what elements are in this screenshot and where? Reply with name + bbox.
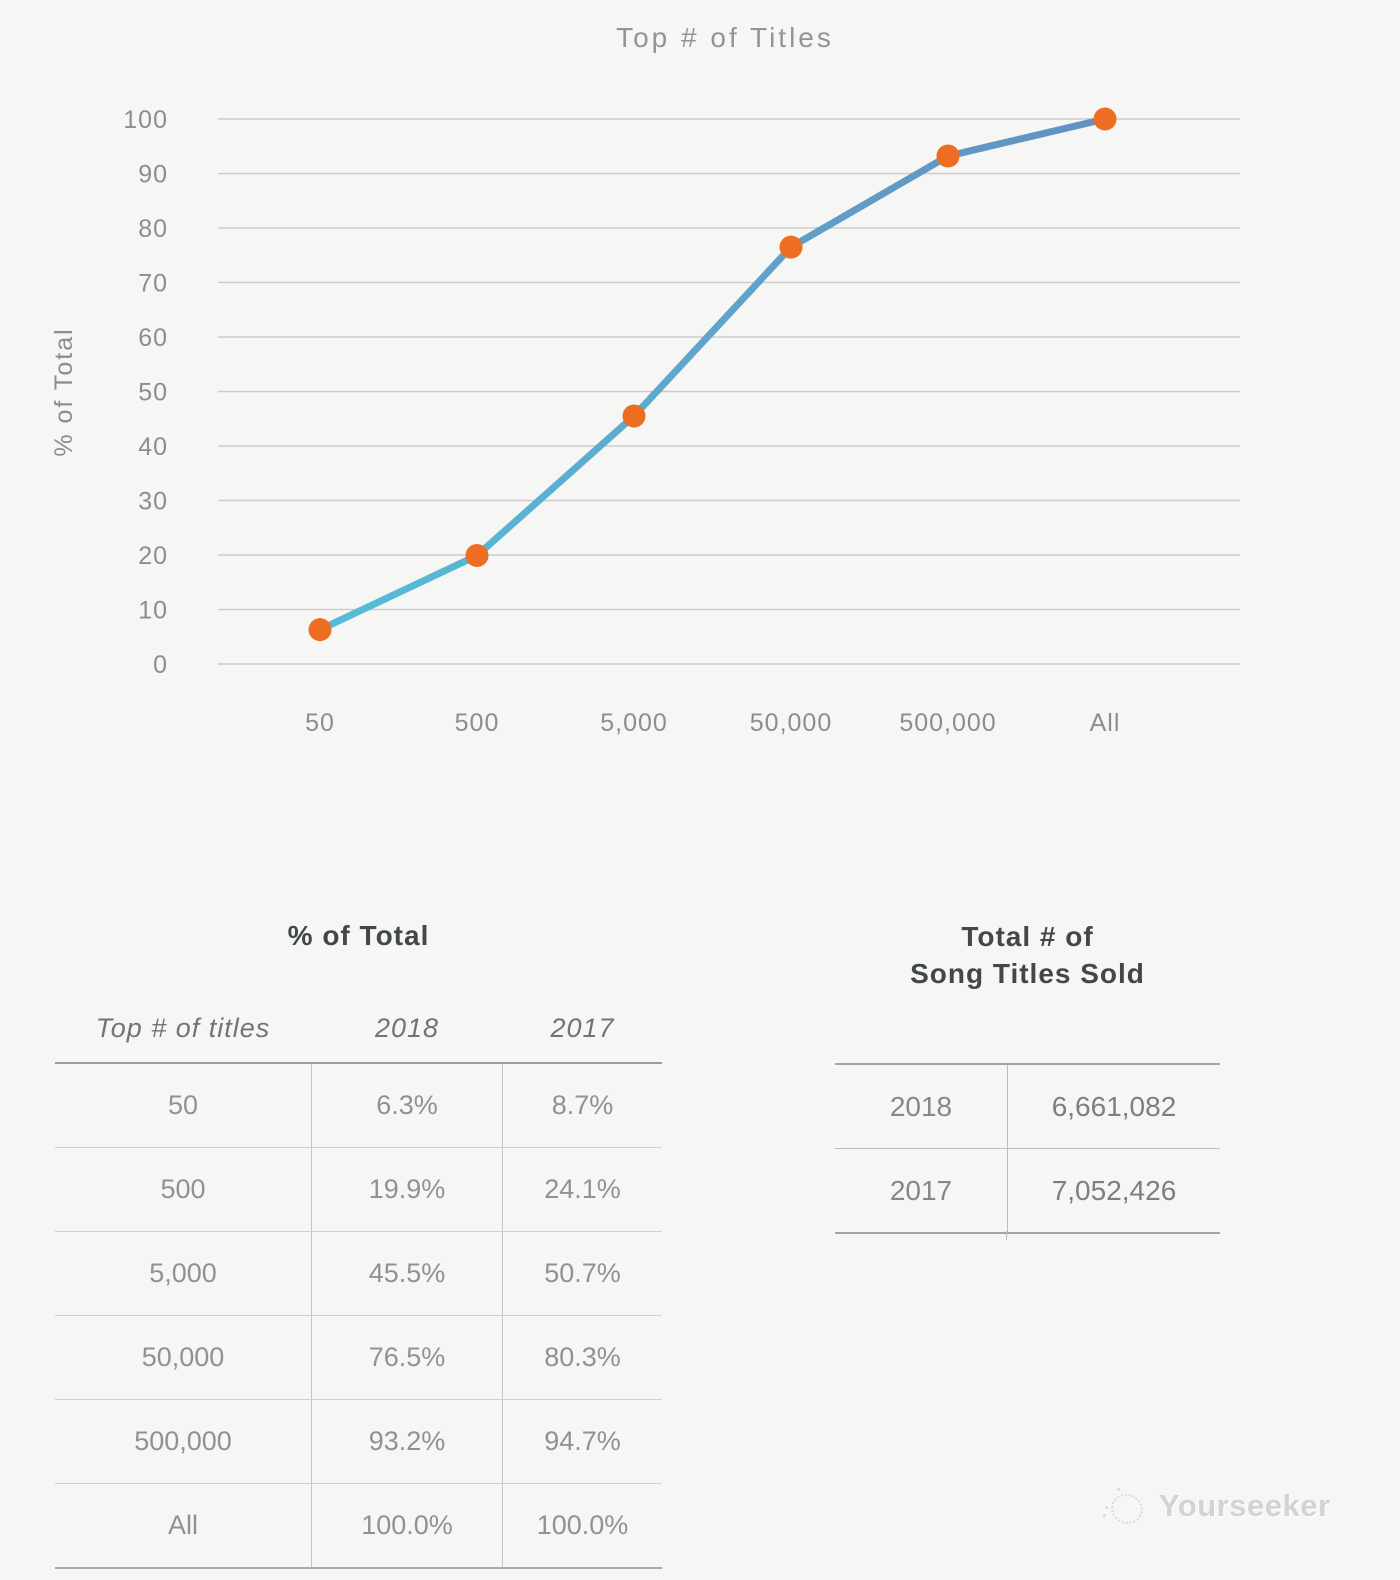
x-tick-label: All xyxy=(1090,709,1121,737)
y-tick-label: 60 xyxy=(138,324,168,352)
series-layer xyxy=(308,107,1117,642)
y-axis-title: % of Total xyxy=(50,327,78,456)
table-row: 2017 7,052,426 xyxy=(835,1149,1220,1232)
table-divider xyxy=(1006,1231,1007,1240)
value-2018: 6.3% xyxy=(311,1064,503,1147)
y-tick-label: 80 xyxy=(138,215,168,243)
data-point xyxy=(936,144,960,168)
table-row: 500,000 93.2% 94.7% xyxy=(55,1400,662,1484)
y-tick-label: 20 xyxy=(138,542,168,570)
x-tick-label: 500,000 xyxy=(899,709,996,737)
row-label: 5,000 xyxy=(149,1258,217,1288)
value-2018: 45.5% xyxy=(311,1232,503,1315)
value-2018: 76.5% xyxy=(311,1316,503,1399)
row-label: 500 xyxy=(160,1174,206,1204)
data-point xyxy=(308,618,332,642)
table-row: 500 19.9% 24.1% xyxy=(55,1148,662,1232)
data-point xyxy=(779,235,803,259)
year-label: 2018 xyxy=(889,1090,953,1122)
table-row: 50 6.3% 8.7% xyxy=(55,1064,662,1148)
value-2017: 50.7% xyxy=(544,1258,621,1288)
gridlines-layer xyxy=(218,118,1240,665)
titles-sold-value: 6,661,082 xyxy=(1007,1065,1220,1148)
trend-line xyxy=(316,115,1109,634)
yourseeker-logo-icon xyxy=(1103,1484,1148,1529)
totals-table-title: Total # of Song Titles Sold xyxy=(835,918,1220,992)
y-tick-label: 40 xyxy=(138,433,168,461)
table-row: 5,000 45.5% 50.7% xyxy=(55,1232,662,1316)
watermark-label: Yourseeker xyxy=(1159,1488,1331,1523)
x-tick-label: 50 xyxy=(305,709,335,737)
value-2017: 24.1% xyxy=(544,1174,621,1204)
pct-col-header-2018: 2018 xyxy=(374,1012,440,1043)
x-tick-label: 50,000 xyxy=(750,709,832,737)
pct-table-title: % of Total xyxy=(287,920,430,951)
table-row: 50,000 76.5% 80.3% xyxy=(55,1316,662,1400)
value-2017: 100.0% xyxy=(536,1510,629,1540)
pct-table-header: Top # of titles 2018 2017 xyxy=(55,996,662,1060)
table-row: All 100.0% 100.0% xyxy=(55,1484,662,1567)
value-2018: 100.0% xyxy=(311,1484,503,1567)
row-label: All xyxy=(167,1510,198,1540)
value-2017: 80.3% xyxy=(544,1342,621,1372)
data-point xyxy=(622,404,646,428)
y-tick-label: 70 xyxy=(138,270,168,298)
axis-labels-layer: 0 10 20 30 40 50 60 70 80 90 100 50 500 5,000 50,000 50… xyxy=(123,106,1121,737)
x-tick-label: 500 xyxy=(455,709,500,737)
y-tick-label: 30 xyxy=(138,488,168,516)
totals-table: 2018 6,661,082 2017 7,052,426 xyxy=(835,1063,1220,1234)
pct-table: 50 6.3% 8.7% 500 19.9% 24.1% 5,000 45.5%… xyxy=(55,1062,662,1569)
y-tick-label: 50 xyxy=(138,379,168,407)
titles-sold-value: 7,052,426 xyxy=(1007,1149,1220,1232)
row-label: 50,000 xyxy=(141,1342,225,1372)
value-2018: 19.9% xyxy=(311,1148,503,1231)
pct-col-header-2017: 2017 xyxy=(550,1012,615,1043)
totals-title-line2: Song Titles Sold xyxy=(910,958,1145,989)
chart-title: Top # of Titles xyxy=(616,22,834,53)
totals-title-line1: Total # of xyxy=(961,921,1094,952)
top-titles-line-chart: Top # of Titles % of Total 0 10 20 30 40 50 60… xyxy=(50,22,1240,737)
watermark: Yourseeker xyxy=(1103,1484,1331,1529)
value-2017: 94.7% xyxy=(544,1426,621,1456)
year-label: 2017 xyxy=(889,1174,953,1206)
data-point xyxy=(1093,107,1117,131)
y-tick-label: 100 xyxy=(123,106,168,134)
row-label: 50 xyxy=(167,1090,199,1120)
table-row: 2018 6,661,082 xyxy=(835,1065,1220,1149)
y-tick-label: 90 xyxy=(138,161,168,189)
pct-col-header-titles: Top # of titles xyxy=(95,1012,271,1043)
data-point xyxy=(465,544,489,568)
value-2017: 8.7% xyxy=(551,1090,614,1120)
value-2018: 93.2% xyxy=(311,1400,503,1483)
y-tick-label: 0 xyxy=(153,651,168,679)
y-tick-label: 10 xyxy=(138,597,168,625)
x-tick-label: 5,000 xyxy=(600,709,668,737)
row-label: 500,000 xyxy=(134,1426,232,1456)
